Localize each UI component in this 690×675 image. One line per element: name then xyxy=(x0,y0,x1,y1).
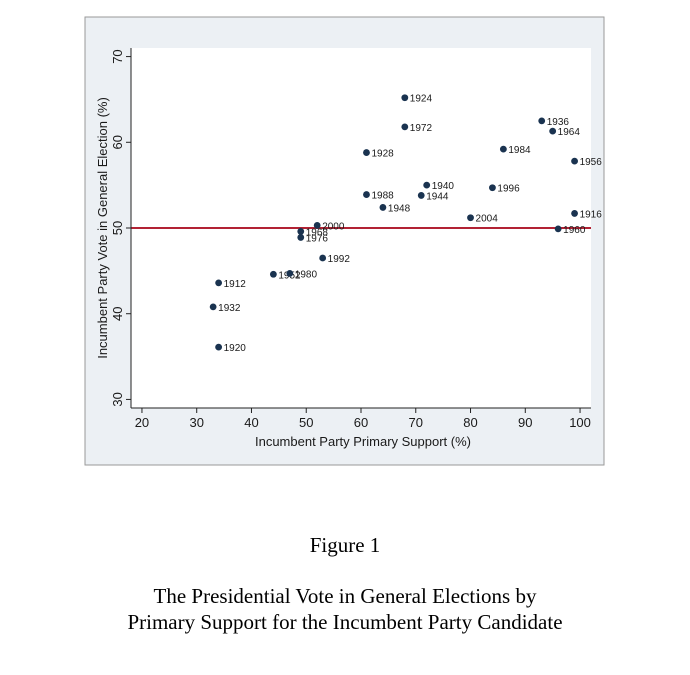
y-tick-label: 60 xyxy=(110,135,125,149)
point-label-2000: 2000 xyxy=(322,221,345,232)
y-axis-label: Incumbent Party Vote in General Election… xyxy=(95,97,110,359)
point-label-1996: 1996 xyxy=(497,184,520,195)
x-tick-label: 60 xyxy=(354,415,368,430)
point-label-1936: 1936 xyxy=(547,117,570,128)
point-1916 xyxy=(571,210,578,217)
point-label-1924: 1924 xyxy=(410,94,433,105)
point-label-1972: 1972 xyxy=(410,123,433,134)
point-1936 xyxy=(538,117,546,125)
point-label-1948: 1948 xyxy=(388,203,411,214)
y-tick-label: 50 xyxy=(110,221,125,235)
point-label-1956: 1956 xyxy=(580,157,603,168)
point-1976 xyxy=(297,234,305,241)
point-1932 xyxy=(209,303,217,311)
point-label-1964: 1964 xyxy=(558,127,581,138)
point-2004 xyxy=(467,214,474,222)
y-tick-label: 40 xyxy=(110,306,125,320)
point-label-1928: 1928 xyxy=(371,149,394,160)
point-1952 xyxy=(269,270,277,278)
point-1968 xyxy=(297,228,305,235)
x-tick-label: 90 xyxy=(518,415,532,430)
y-tick-label: 30 xyxy=(110,392,125,406)
x-tick-label: 100 xyxy=(569,415,591,430)
point-1992 xyxy=(319,254,327,262)
point-1948 xyxy=(379,204,387,211)
point-1960 xyxy=(554,225,562,233)
point-label-1944: 1944 xyxy=(426,191,449,202)
point-label-1992: 1992 xyxy=(328,254,351,265)
point-label-1968: 1968 xyxy=(306,227,329,238)
point-label-1984: 1984 xyxy=(508,145,531,156)
x-tick-label: 20 xyxy=(135,415,149,430)
point-1984 xyxy=(499,145,507,153)
point-1972 xyxy=(401,123,409,131)
x-tick-label: 40 xyxy=(244,415,258,430)
point-label-1932: 1932 xyxy=(218,303,241,314)
x-tick-label: 30 xyxy=(189,415,203,430)
point-label-1920: 1920 xyxy=(224,343,247,354)
point-1964 xyxy=(549,127,557,135)
x-tick-label: 50 xyxy=(299,415,313,430)
point-1924 xyxy=(401,94,409,102)
figure-number: Figure 1 xyxy=(309,533,381,557)
point-1928 xyxy=(363,149,370,156)
x-axis-label: Incumbent Party Primary Support (%) xyxy=(255,434,471,449)
point-1980 xyxy=(286,270,294,277)
point-1996 xyxy=(489,184,496,192)
point-1988 xyxy=(363,191,370,198)
point-label-1912: 1912 xyxy=(224,279,247,290)
point-1940 xyxy=(423,181,431,189)
point-label-1976: 1976 xyxy=(306,233,329,244)
point-label-1916: 1916 xyxy=(580,209,603,220)
point-label-1980: 1980 xyxy=(295,269,318,280)
figure-title-line-2: Primary Support for the Incumbent Party … xyxy=(127,610,563,634)
chart: 20 30 40 50 60 70 80 90 100 30 40 50 60 70 1912 1916 19… xyxy=(84,16,605,466)
point-label-1988: 1988 xyxy=(371,191,394,202)
point-label-1960: 1960 xyxy=(563,225,586,236)
point-1912 xyxy=(215,279,223,287)
point-1944 xyxy=(417,192,425,199)
figure-title-line-1: The Presidential Vote in General Electio… xyxy=(153,584,537,608)
point-label-2004: 2004 xyxy=(476,214,499,225)
x-tick-label: 70 xyxy=(409,415,423,430)
point-label-1940: 1940 xyxy=(432,181,455,192)
point-1920 xyxy=(215,343,223,351)
x-tick-label: 80 xyxy=(463,415,477,430)
point-1956 xyxy=(571,157,578,165)
y-tick-label: 70 xyxy=(110,49,125,63)
point-2000 xyxy=(313,222,321,229)
